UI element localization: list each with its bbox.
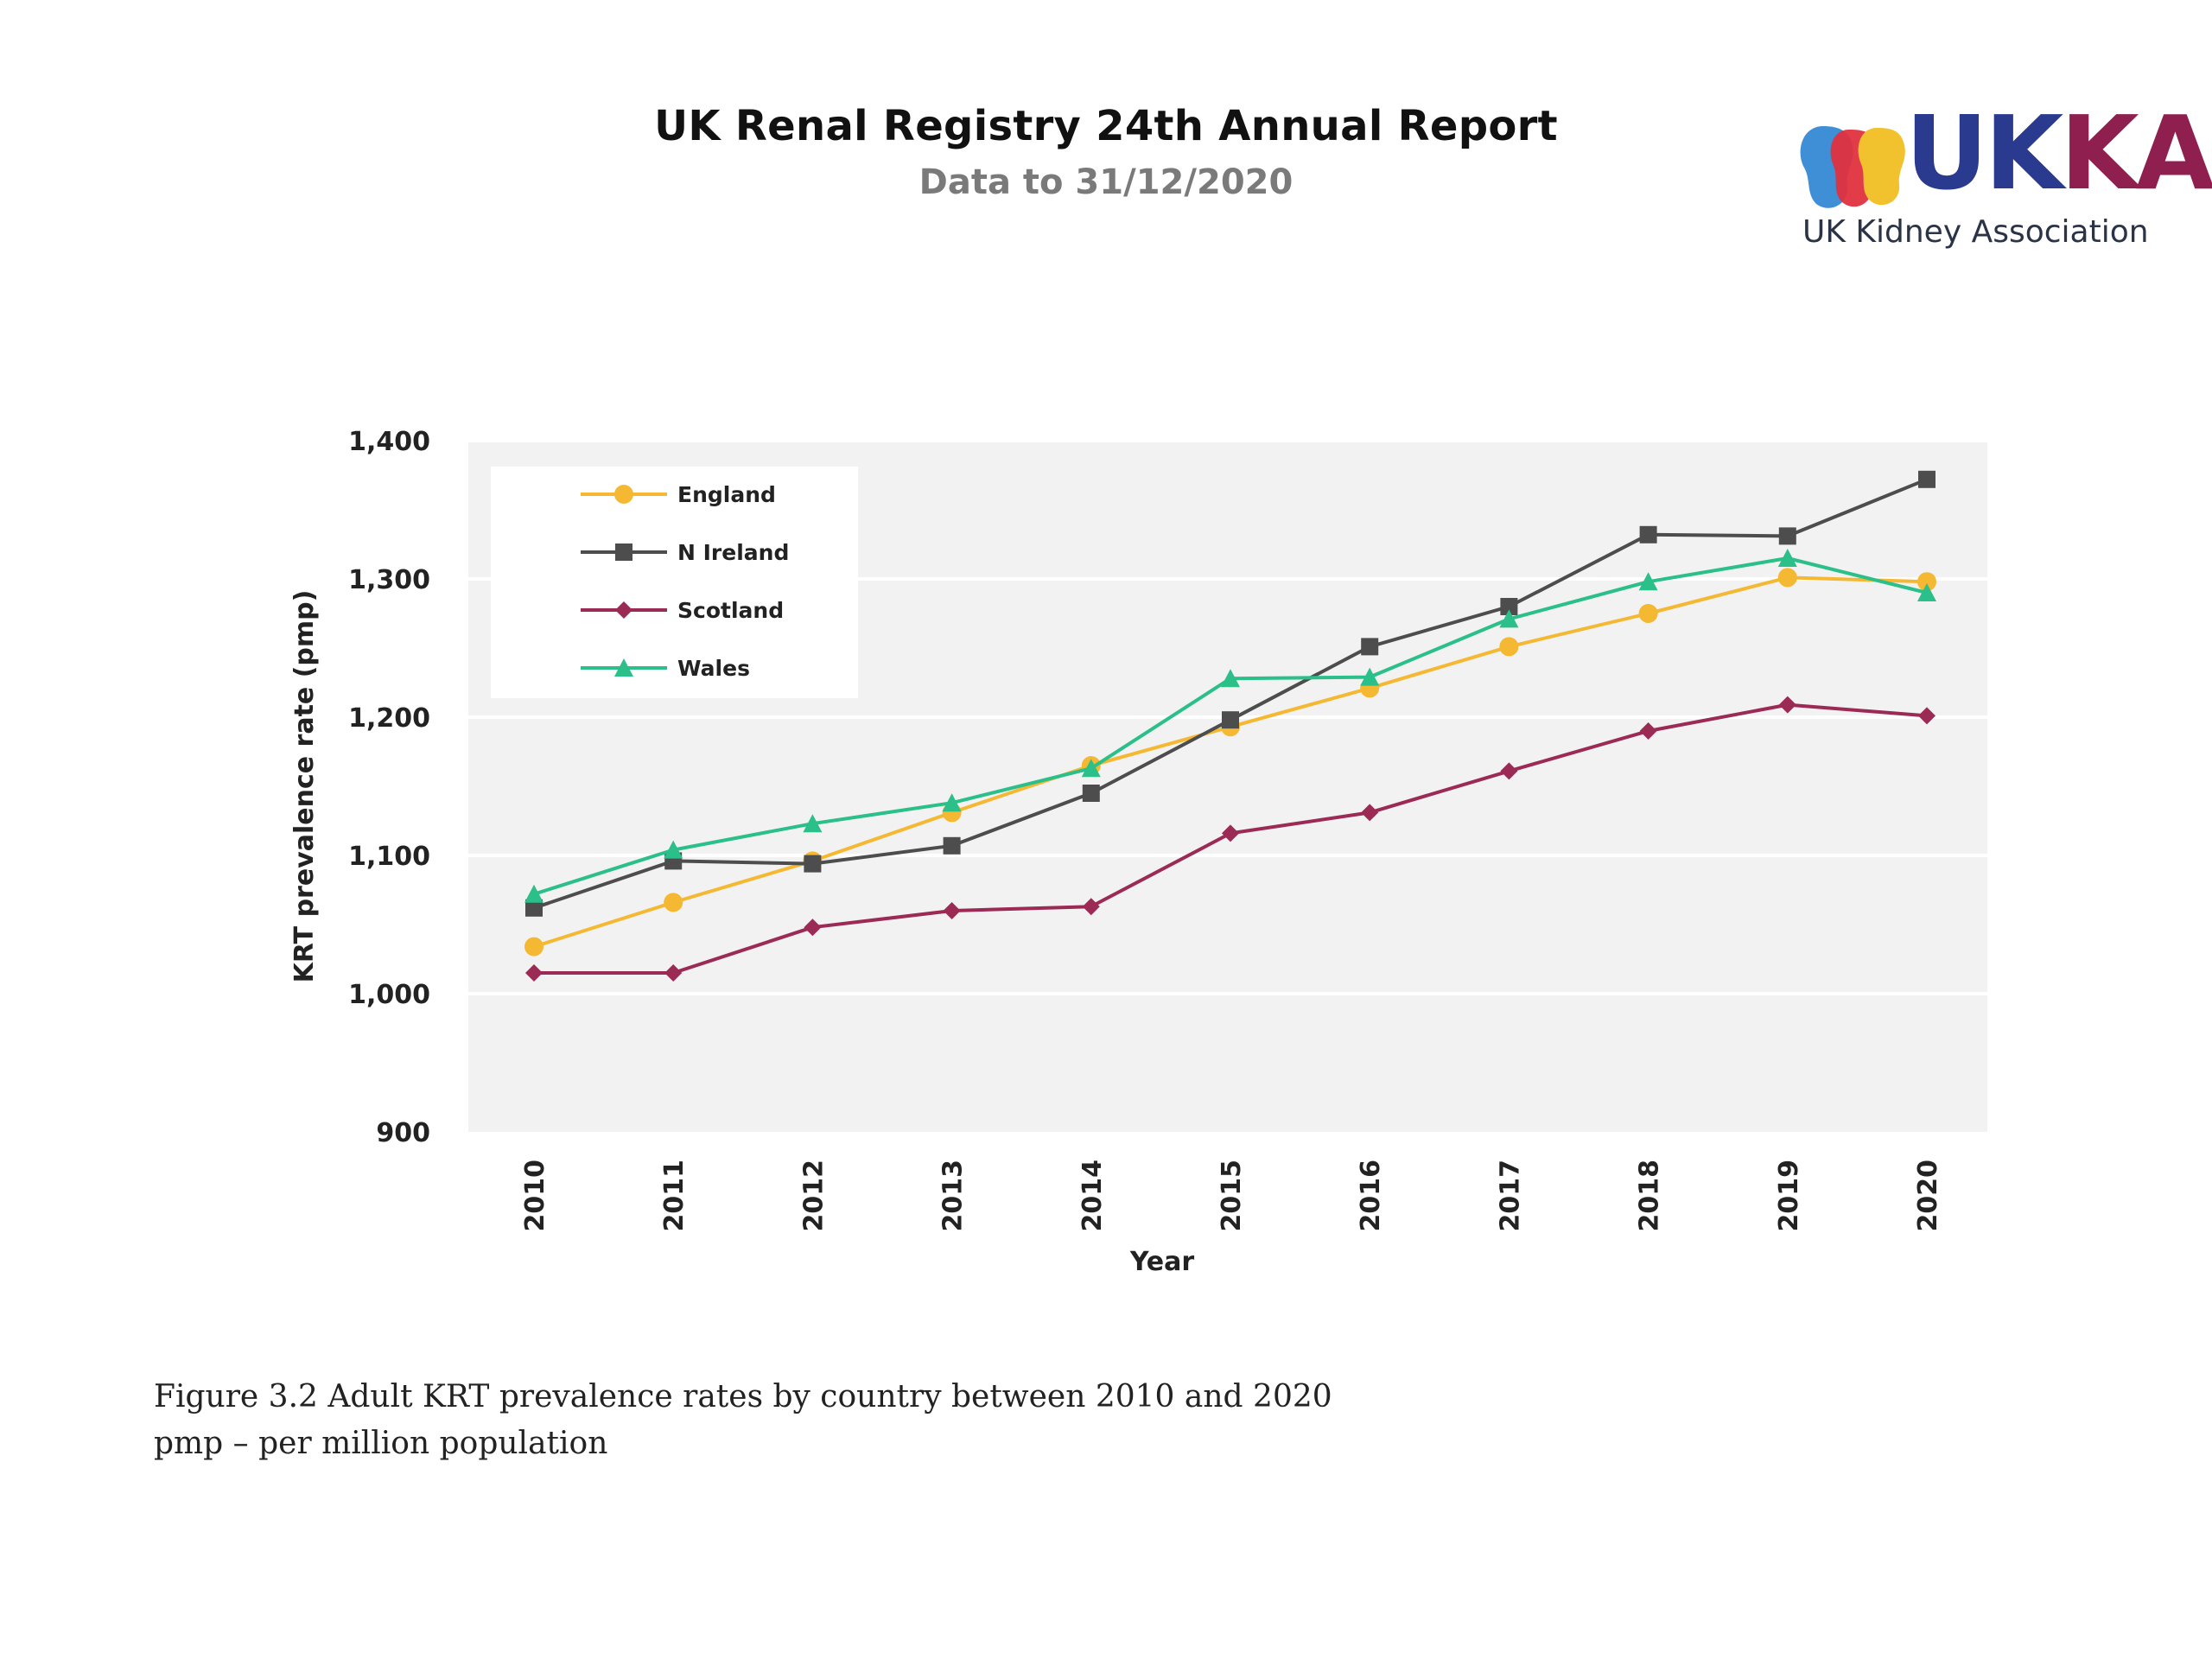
report-header: UK Renal Registry 24th Annual Report Dat…	[0, 0, 2212, 276]
series-wales	[524, 549, 1936, 903]
legend-item-england: England	[581, 482, 776, 507]
legend-box	[491, 467, 858, 698]
x-tick-label: 2014	[1077, 1160, 1108, 1232]
data-point-wales	[1777, 549, 1797, 567]
y-axis-tick-labels: 900 1,000 1,100 1,200 1,300 1,400	[348, 427, 430, 1148]
caption-line-1: Figure 3.2 Adult KRT prevalence rates by…	[154, 1379, 1332, 1414]
y-tick-label: 1,000	[348, 980, 430, 1010]
data-point-wales	[524, 884, 543, 903]
series-scotland	[525, 696, 1936, 982]
ukka-logo: UKKA UK Kidney Association	[1797, 102, 2212, 259]
legend-label: Scotland	[677, 598, 784, 623]
data-point-scotland	[525, 964, 543, 982]
data-point-england	[1917, 572, 1936, 592]
data-point-n-ireland	[1918, 470, 1936, 488]
figure-caption: Figure 3.2 Adult KRT prevalence rates by…	[154, 1374, 1332, 1467]
logo-wordmark: UKKA	[1905, 93, 2212, 213]
data-point-wales	[664, 840, 683, 859]
data-point-england	[1777, 568, 1797, 588]
y-tick-label: 1,100	[348, 842, 430, 872]
data-point-scotland	[804, 918, 822, 937]
legend-item-scotland: Scotland	[581, 598, 784, 623]
data-point-england	[524, 937, 543, 957]
data-point-england	[1638, 604, 1658, 623]
kidney-logo-icon	[1800, 126, 1905, 208]
legend-item-n-ireland: N Ireland	[581, 540, 789, 565]
data-point-wales	[1221, 669, 1240, 688]
data-point-england	[1499, 637, 1519, 657]
x-tick-label: 2012	[798, 1160, 829, 1232]
data-point-england	[664, 893, 683, 912]
data-point-scotland	[1778, 696, 1796, 714]
data-point-n-ireland	[525, 899, 543, 917]
y-tick-label: 900	[376, 1118, 430, 1148]
data-point-scotland	[664, 964, 683, 982]
report-title: UK Renal Registry 24th Annual Report	[654, 102, 1558, 150]
data-point-n-ireland	[804, 855, 822, 873]
data-point-wales	[1360, 667, 1380, 686]
legend-marker	[614, 485, 633, 504]
data-point-scotland	[1500, 762, 1518, 780]
x-tick-label: 2020	[1913, 1160, 1943, 1232]
legend-label: England	[677, 482, 776, 507]
data-point-n-ireland	[1500, 598, 1518, 615]
legend-label: N Ireland	[677, 540, 789, 565]
y-tick-label: 1,300	[348, 565, 430, 595]
x-axis-label: Year	[1129, 1247, 1195, 1277]
data-point-scotland	[1918, 707, 1936, 725]
data-point-n-ireland	[1778, 527, 1796, 545]
data-point-n-ireland	[1361, 638, 1379, 656]
data-point-wales	[1917, 583, 1936, 601]
data-point-scotland	[1361, 804, 1379, 822]
data-point-wales	[1081, 759, 1101, 778]
legend-marker	[614, 658, 633, 677]
data-point-wales	[1638, 572, 1658, 591]
y-tick-label: 1,400	[348, 427, 430, 457]
x-tick-label: 2015	[1217, 1160, 1247, 1232]
x-tick-label: 2018	[1635, 1160, 1665, 1232]
data-point-wales	[942, 793, 962, 812]
data-point-wales	[1499, 609, 1519, 628]
report-subtitle: Data to 31/12/2020	[918, 162, 1294, 202]
data-point-scotland	[943, 902, 961, 919]
x-tick-label: 2016	[1356, 1160, 1386, 1232]
data-point-n-ireland	[1222, 711, 1239, 729]
y-tick-label: 1,200	[348, 703, 430, 734]
y-axis-label: KRT prevalence rate (pmp)	[289, 590, 320, 983]
x-tick-label: 2017	[1495, 1160, 1525, 1232]
data-point-wales	[803, 814, 823, 833]
legend-label: Wales	[677, 656, 750, 681]
legend-marker	[615, 601, 632, 619]
data-point-scotland	[1222, 824, 1239, 842]
legend-item-wales: Wales	[581, 656, 750, 681]
series-layer	[524, 470, 1936, 982]
data-point-scotland	[1082, 898, 1100, 916]
data-point-scotland	[1639, 722, 1657, 740]
x-tick-label: 2010	[520, 1160, 550, 1232]
legend-marker	[615, 543, 632, 561]
data-point-n-ireland	[1639, 525, 1657, 543]
legend: England N Ireland Scotland Wales	[491, 467, 858, 698]
data-point-n-ireland	[1082, 785, 1100, 802]
logo-tagline: UK Kidney Association	[1802, 214, 2149, 250]
x-tick-label: 2019	[1774, 1160, 1804, 1232]
x-tick-label: 2013	[938, 1160, 969, 1232]
x-axis-tick-labels: 2010 2011 2012 2013 2014 2015 2016 2017 2018 2019…	[520, 1160, 1943, 1232]
x-tick-label: 2011	[659, 1160, 690, 1232]
caption-line-2: pmp – per million population	[154, 1426, 608, 1461]
series-n-ireland	[525, 470, 1936, 917]
data-point-n-ireland	[943, 836, 961, 855]
